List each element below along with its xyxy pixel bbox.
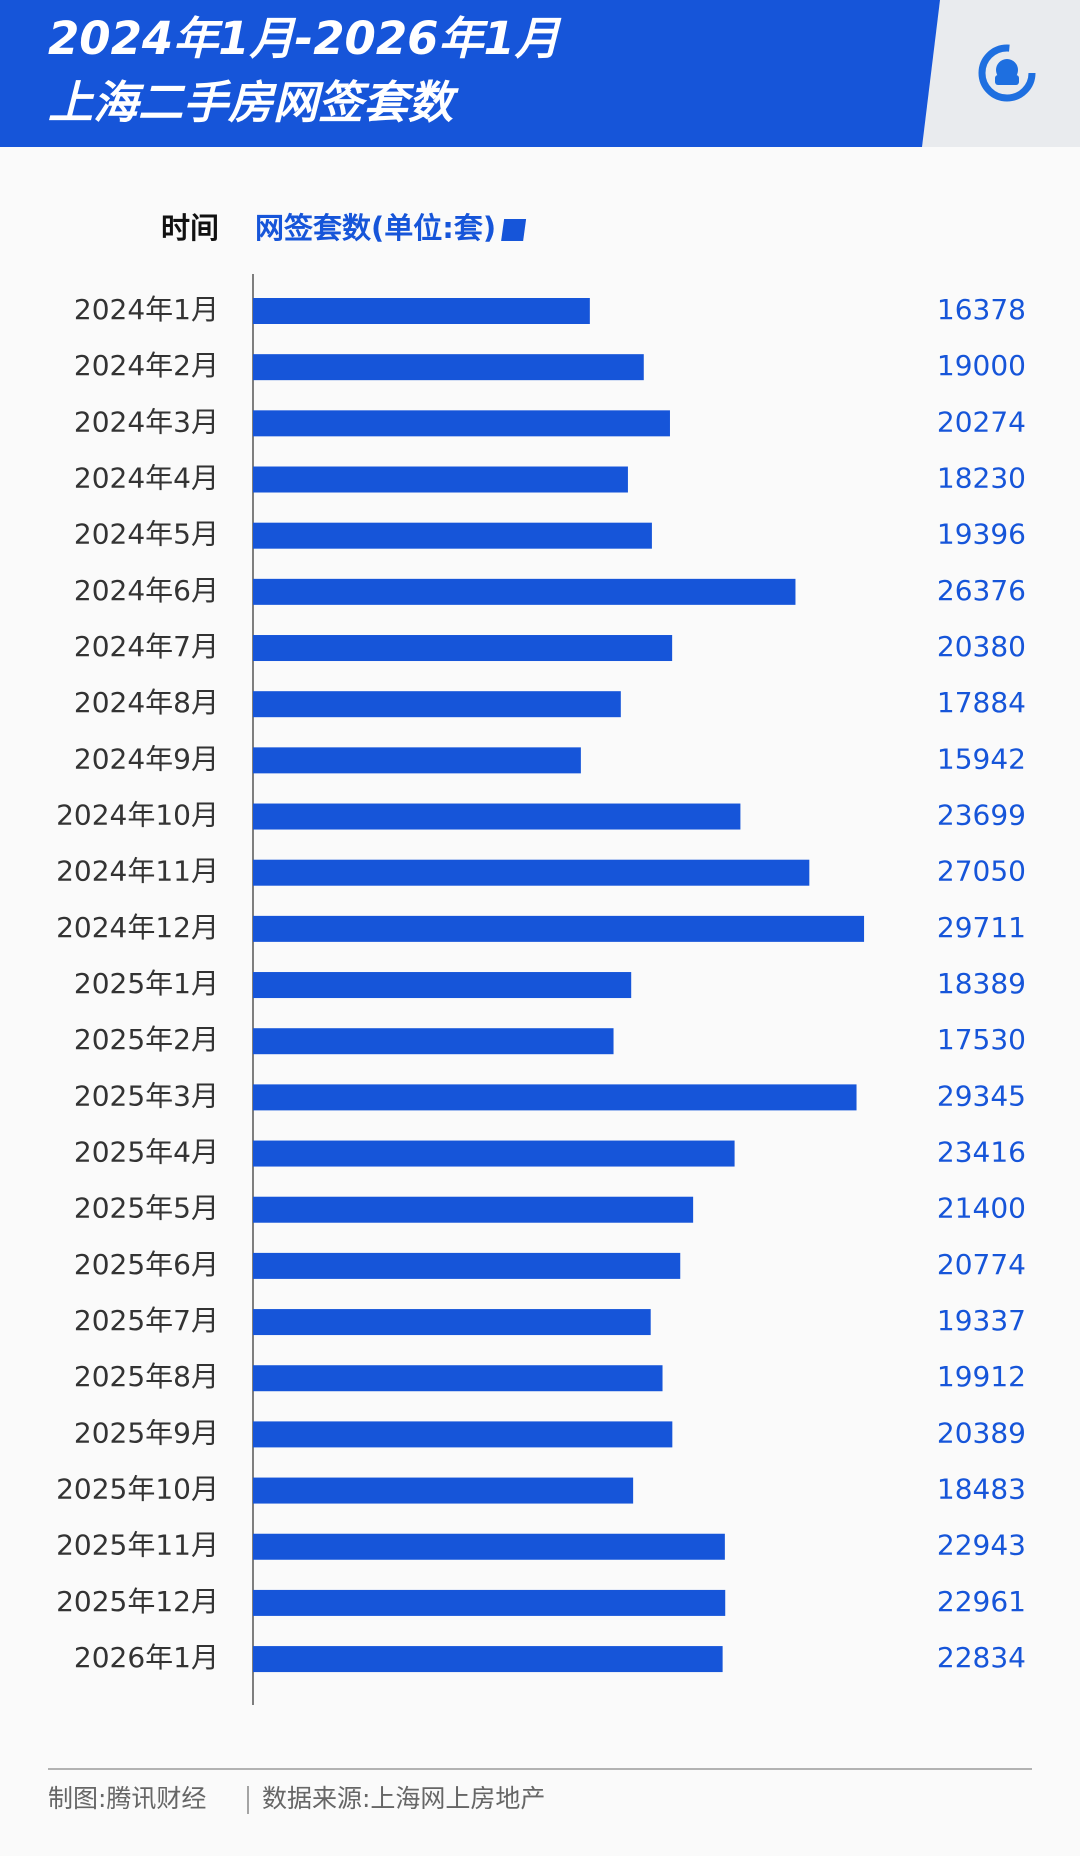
bar — [253, 1028, 614, 1055]
value-label: 22961 — [937, 1585, 1026, 1618]
footer-credit: 制图:腾讯财经 — [48, 1784, 206, 1813]
y-tick-label: 2024年11月 — [56, 855, 219, 888]
y-tick-label: 2025年12月 — [56, 1585, 219, 1618]
bar — [253, 1140, 735, 1167]
y-tick-label: 2024年4月 — [74, 462, 219, 495]
bar — [253, 578, 796, 605]
value-label: 23416 — [937, 1136, 1026, 1169]
chart-title: 2024年1月-2026年1月 — [48, 12, 562, 65]
bar — [253, 635, 673, 662]
bar — [253, 466, 628, 493]
bar — [253, 859, 810, 886]
value-label: 19912 — [937, 1360, 1026, 1393]
bar — [253, 972, 632, 999]
value-label: 20380 — [937, 630, 1026, 663]
y-tick-label: 2025年6月 — [74, 1248, 219, 1281]
value-label: 22943 — [937, 1529, 1026, 1562]
value-label: 19000 — [937, 349, 1026, 382]
y-tick-label: 2024年1月 — [74, 293, 219, 326]
bar — [253, 1196, 694, 1223]
bar — [253, 803, 741, 830]
value-label: 18483 — [937, 1473, 1026, 1506]
bar — [253, 691, 621, 718]
bar — [253, 1421, 673, 1448]
value-label: 29345 — [937, 1079, 1026, 1112]
value-label: 20389 — [937, 1416, 1026, 1449]
y-tick-label: 2025年5月 — [74, 1192, 219, 1225]
bar — [253, 1589, 726, 1616]
value-label: 18389 — [937, 967, 1026, 1000]
y-tick-label: 2025年1月 — [74, 967, 219, 1000]
value-label: 17530 — [937, 1023, 1026, 1056]
legend-swatch — [501, 219, 527, 241]
value-label: 26376 — [937, 574, 1026, 607]
y-tick-label: 2024年5月 — [74, 518, 219, 551]
bar — [253, 747, 581, 774]
bar — [253, 1533, 725, 1560]
value-label: 19396 — [937, 518, 1026, 551]
bar — [253, 410, 670, 437]
value-label: 27050 — [937, 855, 1026, 888]
value-label: 15942 — [937, 742, 1026, 775]
y-tick-label: 2024年2月 — [74, 349, 219, 382]
bar — [253, 522, 652, 549]
value-label: 29711 — [937, 911, 1026, 944]
y-tick-label: 2024年12月 — [56, 911, 219, 944]
y-tick-label: 2025年7月 — [74, 1304, 219, 1337]
y-tick-label: 2024年3月 — [74, 405, 219, 438]
y-tick-label: 2024年10月 — [56, 799, 219, 832]
y-tick-label: 2024年8月 — [74, 686, 219, 719]
y-tick-label: 2024年7月 — [74, 630, 219, 663]
value-label: 16378 — [937, 293, 1026, 326]
y-tick-label: 2024年9月 — [74, 742, 219, 775]
bar — [253, 298, 590, 324]
value-label: 17884 — [937, 686, 1026, 719]
value-label: 20274 — [937, 405, 1026, 438]
y-tick-label: 2025年3月 — [74, 1079, 219, 1112]
y-tick-label: 2025年8月 — [74, 1360, 219, 1393]
y-tick-label: 2025年9月 — [74, 1416, 219, 1449]
value-label: 20774 — [937, 1248, 1026, 1281]
bar — [253, 1646, 723, 1673]
value-label: 18230 — [937, 462, 1026, 495]
y-tick-label: 2025年4月 — [74, 1136, 219, 1169]
bar — [253, 915, 865, 942]
y-tick-label: 2024年6月 — [74, 574, 219, 607]
value-label: 21400 — [937, 1192, 1026, 1225]
value-label: 19337 — [937, 1304, 1026, 1337]
y-tick-label: 2025年10月 — [56, 1473, 219, 1506]
bar — [253, 1252, 681, 1279]
chart-title: 上海二手房网签套数 — [48, 76, 459, 129]
logo — [978, 44, 1036, 102]
bar — [253, 354, 644, 381]
bar — [253, 1084, 857, 1111]
value-label: 22834 — [937, 1641, 1026, 1674]
y-tick-label: 2025年2月 — [74, 1023, 219, 1056]
y-tick-label: 2025年11月 — [56, 1529, 219, 1562]
value-label: 23699 — [937, 799, 1026, 832]
bar — [253, 1309, 651, 1336]
bar — [253, 1365, 663, 1392]
header-band — [0, 0, 940, 147]
y-tick-label: 2026年1月 — [74, 1641, 219, 1674]
footer-source: 数据来源:上海网上房地产 — [262, 1784, 545, 1813]
legend-label: 网签套数(单位:套) — [255, 211, 496, 245]
bar — [253, 1477, 634, 1504]
category-header: 时间 — [161, 211, 219, 245]
